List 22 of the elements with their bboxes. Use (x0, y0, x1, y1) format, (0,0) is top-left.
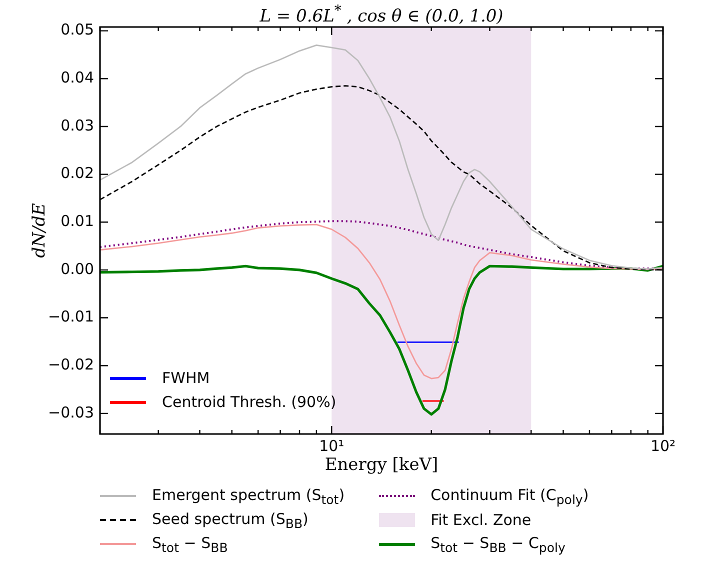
y-tick-label: 0.01 (60, 212, 94, 230)
y-tick-label: 0.00 (60, 260, 94, 278)
legend-label: Seed spectrum (S$_{BB}$) (152, 510, 308, 530)
legend-label: Centroid Thresh. (90%) (162, 393, 336, 411)
y-tick-label: 0.05 (60, 20, 94, 39)
legend-label: FWHM (162, 369, 210, 387)
x-tick-label: 10² (650, 436, 676, 455)
y-tick-label: 0.04 (60, 68, 94, 87)
y-tick-label: −0.03 (48, 403, 94, 422)
y-axis-title: dN/dE (30, 202, 50, 258)
x-axis-title: Energy [keV] (324, 455, 438, 476)
legend-label: S$_{tot}$ − S$_{BB}$ (152, 534, 228, 554)
legend-label: S$_{tot}$ − S$_{BB}$ − C$_{poly}$ (430, 534, 566, 554)
y-tick-label: 0.02 (60, 164, 94, 182)
legend-label: Continuum Fit (C$_{poly}$) (430, 486, 589, 506)
y-tick-label: −0.02 (48, 356, 94, 374)
legend-label: Fit Excl. Zone (430, 511, 532, 529)
legend-label: Emergent spectrum (S$_{tot}$) (152, 486, 345, 506)
y-tick-label: 0.03 (60, 116, 94, 134)
chart-title: L = 0.6L$^{*}$ , cos θ ∈ (0.0, 1.0) (258, 3, 504, 27)
x-tick-label: 10¹ (319, 436, 344, 455)
y-tick-label: −0.01 (48, 308, 94, 326)
